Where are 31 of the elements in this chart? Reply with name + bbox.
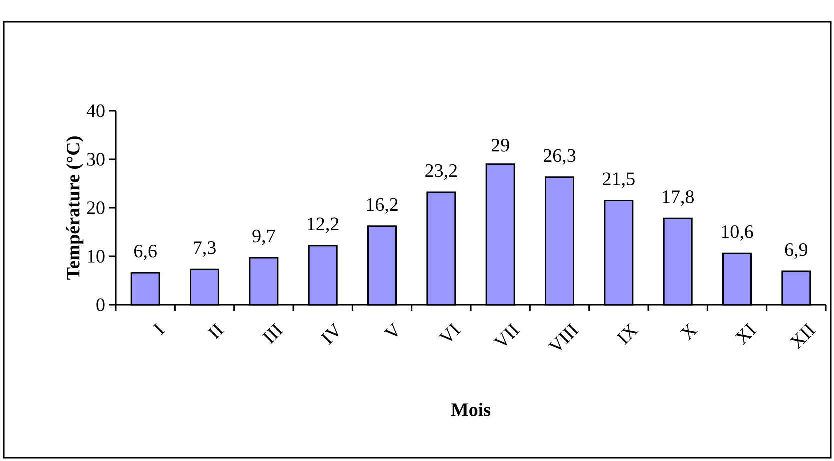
data-label: 12,2 bbox=[308, 218, 339, 234]
data-label: 26,3 bbox=[544, 149, 576, 165]
x-tick-label: III bbox=[262, 323, 284, 344]
data-label: 23,2 bbox=[426, 164, 458, 180]
data-label: 7,3 bbox=[194, 242, 216, 258]
x-tick-label: IX bbox=[616, 323, 639, 346]
y-tick-label: 10 bbox=[88, 250, 105, 263]
y-axis-title: Température (°C) bbox=[66, 136, 84, 280]
x-tick-label: V bbox=[384, 322, 398, 337]
x-tick-label: XII bbox=[790, 323, 816, 350]
y-tick-label: 20 bbox=[87, 202, 105, 214]
x-axis-title: Mois bbox=[451, 402, 491, 416]
x-tick-label: I bbox=[152, 323, 166, 336]
data-label: 6,9 bbox=[785, 244, 808, 259]
data-label: 17,8 bbox=[663, 190, 694, 206]
x-tick-label: II bbox=[208, 323, 224, 340]
x-tick-label: X bbox=[680, 323, 698, 341]
data-label: 21,5 bbox=[603, 172, 635, 188]
y-tick-label: 40 bbox=[86, 104, 105, 118]
x-tick-label: VIII bbox=[548, 323, 580, 350]
y-tick-label: 30 bbox=[87, 153, 105, 166]
x-tick-label: VI bbox=[438, 323, 462, 342]
data-label: 10,6 bbox=[722, 225, 754, 242]
x-tick-label: VII bbox=[493, 323, 520, 346]
data-label: 29 bbox=[492, 139, 510, 152]
data-label: 9,7 bbox=[252, 230, 276, 246]
data-label: 16,2 bbox=[367, 198, 398, 214]
data-label: 6,6 bbox=[134, 244, 157, 260]
x-tick-label: XI bbox=[735, 323, 757, 346]
x-tick-label: IV bbox=[320, 322, 339, 346]
y-tick-label: 0 bbox=[96, 298, 105, 312]
